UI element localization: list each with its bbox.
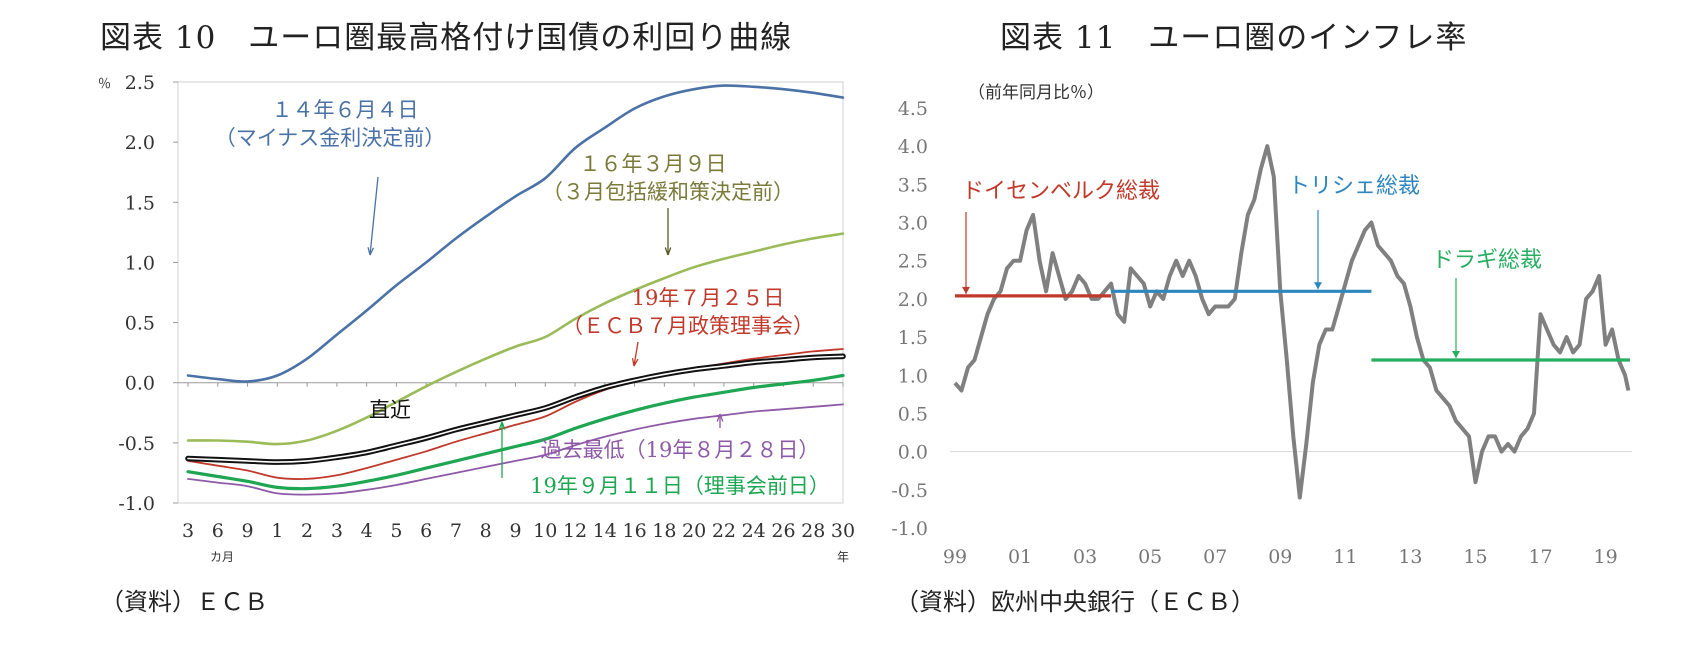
x-tick-label: 26 — [771, 520, 795, 542]
y-tick-label: 2.0 — [125, 132, 155, 154]
x-tick-label: 2 — [301, 520, 313, 542]
x-tick-label: 07 — [1203, 546, 1227, 568]
y-tick-label: 1.0 — [125, 252, 155, 274]
annotation-arrow-head — [962, 286, 970, 294]
y-tick-label: 2.5 — [898, 251, 928, 273]
annotation-label: １６年３月９日 — [580, 152, 727, 176]
y-tick-label: 0.0 — [125, 373, 155, 395]
annotation-label: 直近 — [369, 398, 411, 422]
x-tick-label: 99 — [943, 546, 967, 568]
annotation-label: 19年９月１１日（理事会前日） — [530, 474, 830, 498]
x-tick-label: 24 — [742, 520, 766, 542]
annotation-label: ドラギ総裁 — [1432, 248, 1542, 273]
annotation-arrow-head — [1452, 351, 1460, 358]
x-tick-label: 28 — [801, 520, 825, 542]
annotation-label: （３月包括緩和策決定前） — [542, 180, 794, 204]
series-outline-inner — [187, 355, 844, 463]
x-tick-label: 1 — [271, 520, 283, 542]
x-tick-label: 10 — [533, 520, 557, 542]
x-tick-label: 6 — [212, 520, 224, 542]
annotation-label: １４年６月４日 — [272, 98, 419, 122]
annotation-arrow — [633, 341, 639, 367]
x-tick-label: 5 — [390, 520, 402, 542]
y-tick-label: 3.5 — [898, 174, 928, 196]
y-tick-label: 1.5 — [125, 192, 155, 214]
x-tick-label: 01 — [1008, 546, 1032, 568]
y-tick-label: 4.0 — [898, 136, 928, 158]
source-note-left: （資料）ＥＣＢ — [100, 588, 268, 616]
plot-frame — [177, 81, 844, 504]
y-tick-label: 1.5 — [898, 327, 928, 349]
y-tick-label: 3.0 — [898, 213, 928, 235]
x-tick-label: 3 — [331, 520, 343, 542]
y-tick-label: 4.5 — [898, 98, 928, 120]
x-tick-label: 13 — [1398, 546, 1422, 568]
y-tick-label: 0.5 — [125, 313, 155, 335]
y-tick-label: -1.0 — [118, 493, 155, 515]
series-line-0 — [186, 84, 845, 383]
y-tick-label: 1.0 — [898, 365, 928, 387]
x-tick-label: 22 — [712, 520, 736, 542]
annotation-arrow-head — [664, 247, 672, 256]
x-unit-years: 年 — [837, 550, 849, 564]
series-line-4 — [186, 373, 845, 491]
annotation-label: ドイセンベルク総裁 — [962, 179, 1160, 204]
x-tick-label: 03 — [1073, 546, 1097, 568]
y-tick-label: -0.5 — [891, 480, 928, 502]
y-unit-label: ％ — [98, 77, 111, 92]
x-tick-label: 16 — [622, 520, 646, 542]
chart-1-title: 図表 10 ユーロ圏最高格付け国債の利回り曲線 — [100, 20, 793, 56]
inflation-chart: 4.5 4.0 3.5 3.0 2.5 2.0 1.5 1.0 0.5 0.0 -0.5 -1.0 （前… — [891, 83, 1632, 568]
annotation-arrow-head — [716, 413, 724, 422]
annotation-arrow — [369, 176, 379, 256]
x-tick-label: 8 — [480, 520, 492, 542]
annotation-label: 過去最低（19年８月２８日） — [541, 438, 820, 462]
x-tick-label: 18 — [652, 520, 676, 542]
y-tick-label: -0.5 — [118, 433, 155, 455]
annotation-label: 19年７月２５日 — [632, 286, 785, 310]
y-tick-label: 2.0 — [898, 289, 928, 311]
x-tick-label: 30 — [831, 520, 855, 542]
x-tick-label: 17 — [1528, 546, 1552, 568]
source-note-right: （資料）欧州中央銀行（ＥＣＢ） — [895, 588, 1255, 616]
y-tick-label: 0.5 — [898, 403, 928, 425]
annotation-arrow-head — [367, 247, 375, 256]
y-tick-label: 2.5 — [125, 72, 155, 94]
chart-2-title: 図表 11 ユーロ圏のインフレ率 — [1000, 20, 1468, 56]
y-tick-label: 0.0 — [898, 442, 928, 464]
y-tick-label: -1.0 — [891, 518, 928, 540]
series-line-1 — [186, 232, 845, 446]
x-tick-label: 11 — [1333, 546, 1357, 568]
x-tick-label: 14 — [593, 520, 617, 542]
x-tick-label: 3 — [182, 520, 194, 542]
y-unit-label: （前年同月比％） — [968, 83, 1104, 103]
annotation-label: トリシェ総裁 — [1288, 174, 1420, 199]
annotation-label: （マイナス金利決定前） — [215, 126, 446, 150]
x-tick-label: 15 — [1463, 546, 1487, 568]
x-tick-label: 05 — [1138, 546, 1162, 568]
yield-curve-chart: 2.52.01.51.00.50.0-0.5-1.0％3 6 9 1 2 3 4 5 6 7 8 9 1… — [98, 72, 855, 564]
annotation-arrow-head — [498, 421, 506, 430]
annotation-arrow-head — [1314, 282, 1322, 290]
x-tick-label: 19 — [1594, 546, 1618, 568]
series-line-5 — [187, 403, 844, 496]
annotation-label: （ＥＣＢ７月政策理事会） — [562, 314, 814, 338]
x-tick-label: 4 — [361, 520, 373, 542]
x-tick-label: 09 — [1268, 546, 1292, 568]
x-tick-label: 7 — [450, 520, 462, 542]
x-tick-label: 9 — [241, 520, 253, 542]
x-tick-label: 12 — [563, 520, 587, 542]
x-tick-label: 6 — [420, 520, 432, 542]
x-unit-months: カ月 — [210, 550, 234, 564]
annotation-arrow-head — [631, 358, 639, 367]
x-tick-label: 9 — [509, 520, 521, 542]
x-tick-label: 20 — [682, 520, 706, 542]
